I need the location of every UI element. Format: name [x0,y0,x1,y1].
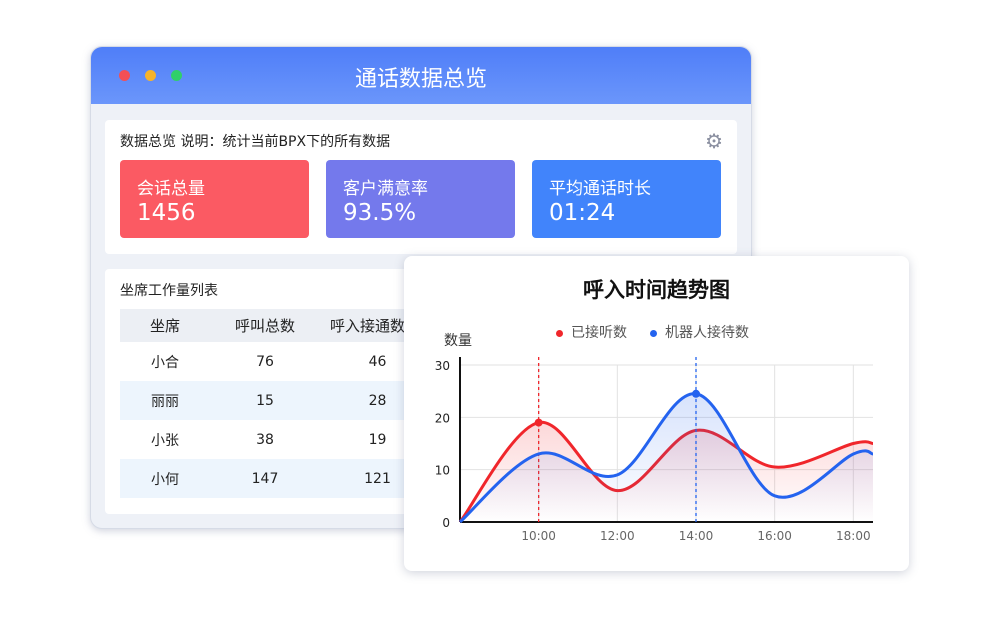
card-value: 1456 [137,200,196,226]
cell: 丽丽 [120,381,210,420]
card-value: 01:24 [549,200,616,226]
legend-dot-icon [556,329,563,337]
window-header: 通话数据总览 [91,47,751,104]
cell: 小何 [120,459,210,498]
y-axis-label: 数量 [444,333,472,349]
legend-dot-icon [650,329,657,337]
highlight-point [692,389,700,398]
workload-title: 坐席工作量列表 [120,283,218,299]
card-total-sessions: 会话总量 1456 [120,160,309,238]
trend-chart-card: 呼入时间趋势图 已接听数 机器人接待数 数量 0 10 20 30 10:00 12:00… [404,256,909,571]
card-satisfaction: 客户满意率 93.5% [326,160,515,238]
chart-title: 呼入时间趋势图 [583,278,730,302]
cell: 38 [256,431,274,448]
card-label: 客户满意率 [343,179,428,199]
cell: 46 [368,353,387,370]
column-header: 呼叫总数 [210,309,320,342]
column-header: 坐席 [120,309,210,342]
legend-item-robot[interactable]: 机器人接待数 [650,322,749,342]
y-tick-label: 10 [435,464,450,478]
legend-label: 已接听数 [571,325,627,341]
y-tick-label: 30 [435,359,450,373]
cell: 76 [256,353,274,370]
legend-item-answered[interactable]: 已接听数 [556,322,627,342]
x-tick-label: 16:00 [757,529,792,543]
cell: 19 [368,431,387,448]
series-area [460,393,873,522]
highlight-point [534,418,543,427]
legend-label: 机器人接待数 [665,325,749,341]
maximize-dot[interactable] [171,70,182,81]
overview-label: 数据总览 [120,134,176,150]
x-tick-label: 14:00 [679,529,714,543]
window-title: 通话数据总览 [354,67,487,92]
y-tick-label: 0 [442,516,450,530]
close-dot[interactable] [119,70,130,81]
overview-panel: 数据总览 说明：统计当前BPX下的所有数据 ⚙ 会话总量 1456 客户满意率 93… [105,120,737,254]
y-tick-label: 20 [435,411,450,425]
gear-icon[interactable]: ⚙ [705,129,723,153]
x-tick-label: 10:00 [521,529,556,543]
card-label: 会话总量 [137,179,205,199]
cell: 小合 [151,354,179,371]
cell: 小张 [151,432,179,449]
line-chart: 0 10 20 30 10:00 12:00 14:00 16:00 18:00 [435,357,874,543]
card-label: 平均通话时长 [549,179,651,199]
card-avg-duration: 平均通话时长 01:24 [532,160,721,238]
x-tick-label: 12:00 [600,529,635,543]
x-tick-label: 18:00 [836,529,871,543]
table-row: 小合 76 46 [120,342,735,381]
cell: 15 [210,381,320,420]
overview-description: 说明：统计当前BPX下的所有数据 [180,134,391,150]
table-row: 小张 38 19 [120,420,735,459]
minimize-dot[interactable] [145,70,156,81]
cell: 147 [210,459,320,498]
card-value: 93.5% [343,200,417,226]
